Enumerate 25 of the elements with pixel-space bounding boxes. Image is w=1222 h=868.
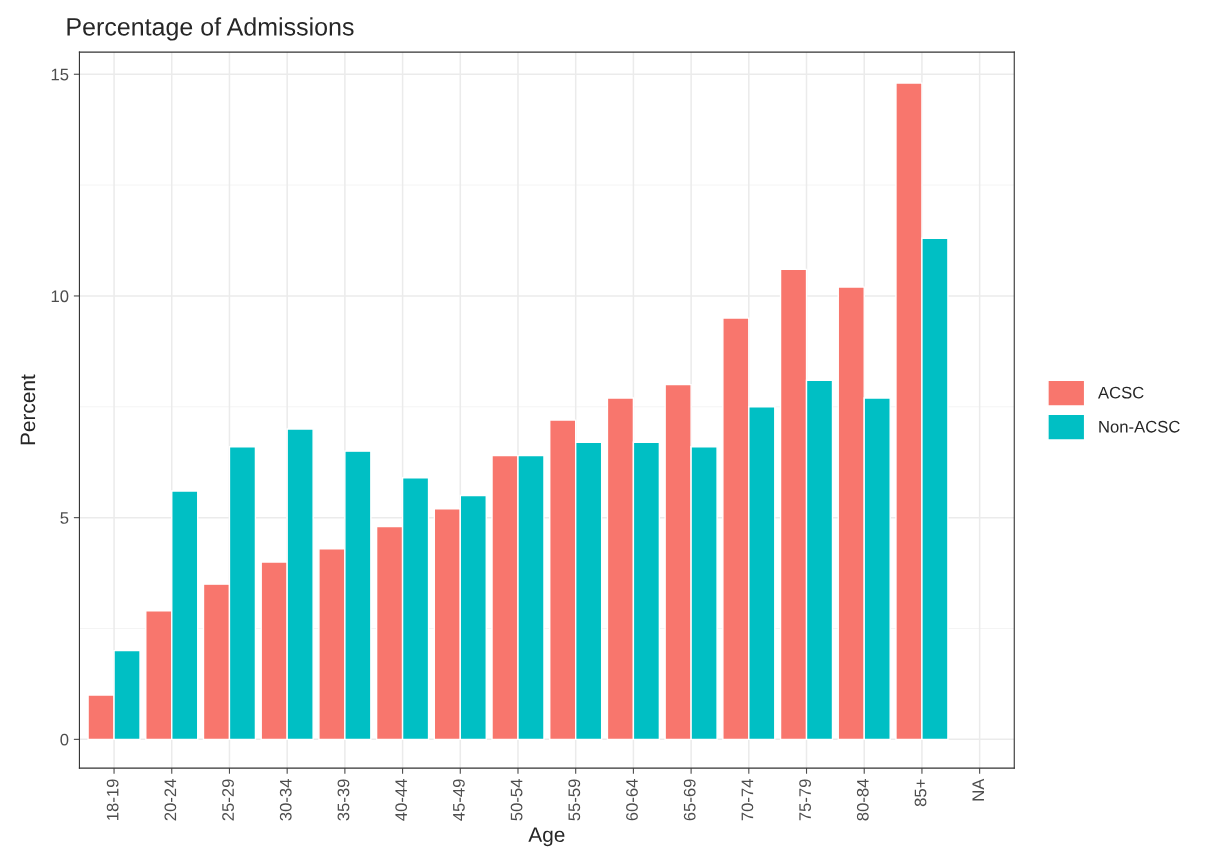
y-axis-title: Percent xyxy=(20,374,36,445)
x-tick-label: 25-29 xyxy=(222,779,234,821)
y-tick-label: 5 xyxy=(60,512,69,524)
legend-label: Non-ACSC xyxy=(1099,420,1180,433)
chart-title: Percentage of Admissions xyxy=(67,17,354,41)
y-tick-label: 15 xyxy=(51,68,69,81)
x-tick-label: 20-24 xyxy=(164,779,177,821)
x-tick-label: 50-54 xyxy=(510,779,523,821)
x-axis-title: Age xyxy=(528,827,565,847)
x-tick-label: 45-49 xyxy=(452,779,465,821)
y-tick-label: 10 xyxy=(51,290,69,303)
x-tick-label: 65-69 xyxy=(683,779,696,821)
y-tick-label: 0 xyxy=(60,733,69,746)
x-tick-label: NA xyxy=(972,778,984,801)
x-tick-label: 75-79 xyxy=(799,779,811,821)
x-tick-label: 70-74 xyxy=(741,779,754,821)
x-tick-label: 85+ xyxy=(914,779,927,807)
x-tick-label: 60-64 xyxy=(626,779,638,821)
legend-label: ACSC xyxy=(1097,386,1144,399)
x-tick-label: 35-39 xyxy=(337,779,350,821)
x-tick-label: 80-84 xyxy=(856,779,869,821)
x-tick-label: 55-59 xyxy=(568,779,581,821)
x-tick-label: 40-44 xyxy=(395,779,408,821)
x-tick-label: 30-34 xyxy=(279,779,292,821)
x-tick-label: 18-19 xyxy=(106,779,119,820)
